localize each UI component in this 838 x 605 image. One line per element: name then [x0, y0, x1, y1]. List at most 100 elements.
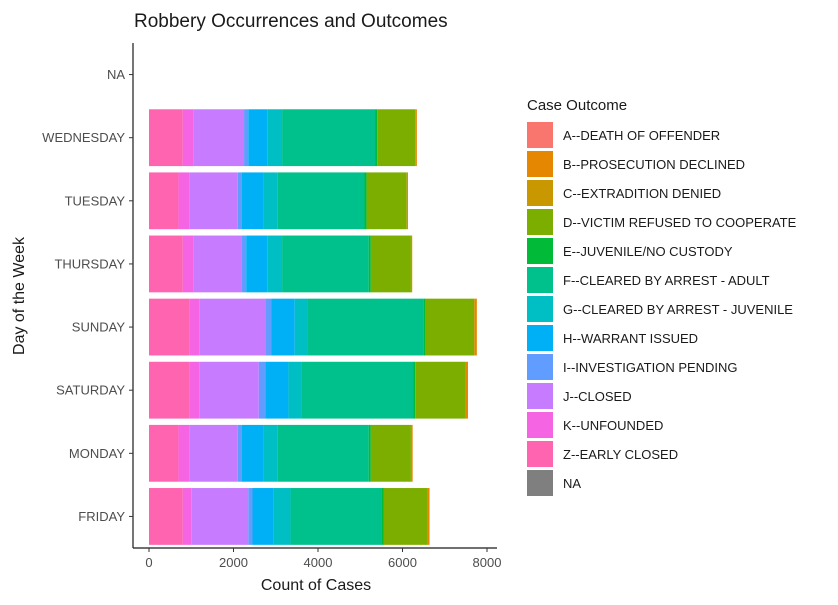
bar-segment-saturday-g [288, 361, 302, 419]
bar-segment-saturday-k [189, 361, 200, 419]
bar-segment-tuesday-z [149, 172, 179, 230]
bar-segment-monday-k [178, 424, 190, 482]
bar-segment-thursday-g [267, 235, 283, 293]
bar-segment-thursday-h [246, 235, 268, 293]
bar-segment-friday-b [427, 488, 430, 545]
legend-label: A--DEATH OF OFFENDER [563, 128, 720, 143]
bar-segment-tuesday-e [364, 172, 367, 230]
legend: A--DEATH OF OFFENDER B--PROSECUTION DECLI… [527, 122, 797, 496]
bar-segment-sunday-e [423, 298, 426, 356]
bar-segment-friday-g [273, 488, 291, 545]
bar-segment-monday-j [189, 424, 238, 482]
bar-segment-sunday-z [149, 298, 190, 356]
bar-segment-wednesday-h [248, 109, 268, 167]
bar-segment-sunday-f [307, 298, 424, 356]
bar-segment-friday-k [182, 488, 192, 545]
bar-segment-friday-z [149, 488, 183, 545]
bar-segment-wednesday-e [375, 109, 378, 167]
bar-segment-tuesday-k [178, 172, 190, 230]
bar-segment-friday-e [381, 488, 384, 545]
chart-title: Robbery Occurrences and Outcomes [134, 11, 448, 32]
legend-label: H--WARRANT ISSUED [563, 331, 698, 346]
legend-label: NA [563, 476, 581, 491]
bar-segment-saturday-d [415, 361, 466, 419]
legend-label: Z--EARLY CLOSED [563, 447, 678, 462]
bar-segment-sunday-k [189, 298, 200, 356]
legend-label: J--CLOSED [563, 389, 632, 404]
y-ticks-group: FRIDAY MONDAY SATURDAY SUNDAY THURSDAY TUESDA… [42, 67, 133, 524]
y-tick-label: NA [107, 67, 125, 82]
bar-segment-tuesday-d [366, 172, 407, 230]
bar-segment-friday-f [290, 488, 382, 545]
bar-segment-sunday-d [425, 298, 475, 356]
bars-group [149, 109, 477, 545]
legend-label: B--PROSECUTION DECLINED [563, 157, 745, 172]
bar-segment-tuesday-h [241, 172, 264, 230]
legend-label: E--JUVENILE/NO CUSTODY [563, 244, 733, 259]
bar-segment-thursday-d [370, 235, 411, 293]
bar-segment-saturday-e [413, 361, 416, 419]
legend-label: F--CLEARED BY ARREST - ADULT [563, 273, 770, 288]
bar-segment-friday-i [248, 488, 253, 545]
legend-title: Case Outcome [527, 97, 627, 114]
bar-segment-thursday-z [149, 235, 183, 293]
bar-segment-thursday-j [193, 235, 242, 293]
x-tick-label: 0 [145, 555, 152, 570]
legend-key [527, 383, 553, 409]
bar-segment-thursday-b [410, 235, 413, 293]
bar-segment-tuesday-g [263, 172, 278, 230]
y-tick-label: WEDNESDAY [42, 130, 125, 145]
bar-segment-tuesday-f [277, 172, 365, 230]
bar-segment-wednesday-d [377, 109, 416, 167]
legend-key [527, 470, 553, 496]
bar-segment-monday-e [368, 424, 371, 482]
bar-segment-thursday-k [182, 235, 194, 293]
bar-segment-thursday-f [282, 235, 369, 293]
bar-segment-thursday-e [368, 235, 371, 293]
y-axis-label: Day of the Week [11, 236, 28, 355]
bar-segment-saturday-j [199, 361, 259, 419]
bar-segment-tuesday-b [406, 172, 408, 230]
y-tick-label: FRIDAY [78, 509, 125, 524]
legend-key [527, 180, 553, 206]
legend-key [527, 151, 553, 177]
bar-segment-saturday-i [258, 361, 266, 419]
bar-segment-saturday-b [465, 361, 468, 419]
bar-segment-monday-d [370, 424, 411, 482]
legend-key [527, 441, 553, 467]
legend-label: D--VICTIM REFUSED TO COOPERATE [563, 215, 797, 230]
bar-segment-sunday-g [294, 298, 308, 356]
bar-segment-monday-f [277, 424, 369, 482]
legend-label: C--EXTRADITION DENIED [563, 186, 721, 201]
bar-segment-wednesday-z [149, 109, 183, 167]
bar-segment-wednesday-g [267, 109, 283, 167]
x-tick-label: 2000 [219, 555, 248, 570]
bar-segment-saturday-h [265, 361, 289, 419]
x-axis-label: Count of Cases [261, 577, 371, 594]
x-tick-label: 6000 [388, 555, 417, 570]
bar-segment-tuesday-i [237, 172, 242, 230]
bar-segment-wednesday-b [415, 109, 417, 167]
y-tick-label: SATURDAY [56, 383, 125, 398]
bar-segment-friday-d [383, 488, 428, 545]
bar-segment-friday-h [252, 488, 274, 545]
legend-key [527, 296, 553, 322]
legend-key [527, 238, 553, 264]
y-tick-label: TUESDAY [65, 193, 126, 208]
bar-segment-wednesday-f [282, 109, 376, 167]
bar-segment-monday-g [263, 424, 278, 482]
bar-segment-sunday-i [265, 298, 272, 356]
legend-key [527, 267, 553, 293]
bar-segment-wednesday-j [193, 109, 245, 167]
bar-segment-sunday-j [199, 298, 266, 356]
bar-segment-sunday-h [271, 298, 295, 356]
bar-segment-saturday-z [149, 361, 190, 419]
legend-key [527, 354, 553, 380]
x-ticks-group: 0 2000 4000 6000 8000 [145, 548, 501, 570]
legend-label: G--CLEARED BY ARREST - JUVENILE [563, 302, 793, 317]
legend-key [527, 122, 553, 148]
y-tick-label: MONDAY [69, 446, 125, 461]
legend-label: I--INVESTIGATION PENDING [563, 360, 738, 375]
bar-segment-monday-i [237, 424, 242, 482]
